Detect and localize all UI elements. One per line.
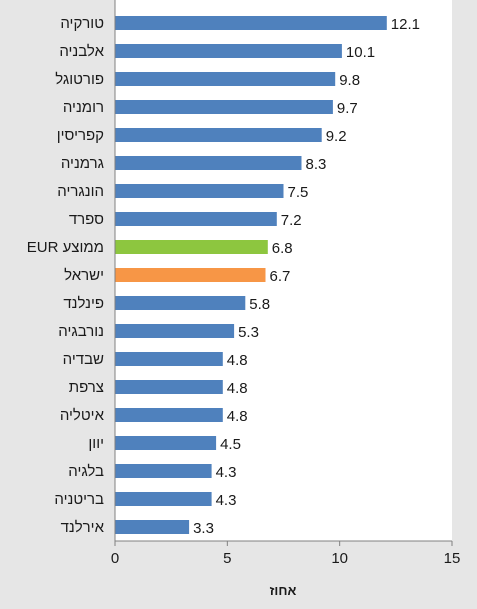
category-label: קפריסין: [57, 127, 104, 144]
category-label: איטליה: [60, 407, 105, 424]
bar: [115, 72, 336, 86]
category-label: גרמניה: [61, 155, 104, 172]
value-label: 4.8: [227, 408, 248, 425]
category-label: בריטניה: [54, 491, 104, 508]
value-label: 9.2: [326, 128, 347, 145]
category-label: בלגיה: [68, 463, 104, 480]
bar: [115, 408, 223, 422]
category-label: פינלנד: [63, 295, 104, 312]
value-label: 4.5: [220, 436, 241, 453]
bar: [115, 380, 223, 394]
category-label: ישראל: [64, 267, 104, 284]
bar: [115, 436, 217, 450]
bar: [115, 100, 333, 114]
x-tick-label: 15: [444, 550, 461, 567]
bar: [115, 184, 284, 198]
value-label: 8.3: [306, 156, 327, 173]
value-label: 4.8: [227, 380, 248, 397]
category-label: ספרד: [69, 211, 104, 228]
value-label: 4.8: [227, 352, 248, 369]
bar: [115, 464, 212, 478]
value-label: 6.8: [272, 240, 293, 257]
category-label: אירלנד: [61, 519, 105, 536]
bar: [115, 16, 387, 30]
x-tick-label: 0: [111, 550, 119, 567]
category-label: טורקיה: [60, 15, 104, 32]
category-label: פורטוגל: [55, 71, 104, 88]
bar: [115, 492, 212, 506]
value-label: 9.8: [339, 72, 360, 89]
category-label: נורבגיה: [58, 323, 104, 340]
category-label: רומניה: [63, 99, 104, 116]
bar: [115, 156, 302, 170]
value-label: 3.3: [193, 520, 214, 537]
category-label: אלבניה: [59, 43, 104, 60]
value-label: 9.7: [337, 100, 358, 117]
bar: [115, 212, 277, 226]
bars-layer: [115, 16, 387, 534]
x-axis-ticks: 0 5 10 15: [111, 541, 461, 567]
x-axis-title: אחוז: [270, 583, 297, 598]
category-label: צרפת: [69, 379, 104, 396]
value-label: 5.3: [238, 324, 259, 341]
bar: [115, 324, 235, 338]
category-label: יוון: [88, 435, 104, 452]
value-label: 12.1: [391, 16, 420, 33]
value-label: 6.7: [270, 268, 291, 285]
x-tick-label: 10: [331, 550, 348, 567]
value-label: 4.3: [216, 464, 237, 481]
bar: [115, 240, 268, 254]
value-label: 7.5: [288, 184, 309, 201]
category-label: EUR ממוצע: [27, 239, 104, 256]
x-tick-label: 5: [223, 550, 231, 567]
bar: [115, 296, 246, 310]
value-label: 5.8: [249, 296, 270, 313]
category-label: הונגריה: [57, 183, 104, 200]
value-label: 4.3: [216, 492, 237, 509]
bar: [115, 268, 266, 282]
bar: [115, 520, 190, 534]
value-label: 10.1: [346, 44, 375, 61]
bar: [115, 44, 342, 58]
value-label: 7.2: [281, 212, 302, 229]
category-label: שבדיה: [63, 351, 104, 368]
category-labels: טורקיה אלבניה פורטוגל רומניה קפריסין גרמניה הו…: [27, 15, 105, 536]
value-labels: 12.1 10.1 9.8 9.7 9.2 8.3 7.5 7.2 6.8 6.75.8 5.3 4.…: [193, 16, 420, 537]
bar: [115, 128, 322, 142]
bar: [115, 352, 223, 366]
